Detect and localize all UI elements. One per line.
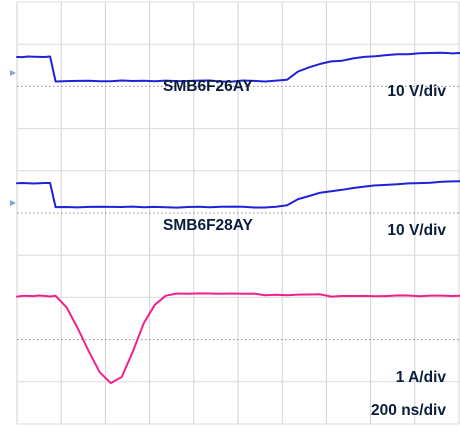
trace-3 (16, 292, 460, 385)
series-label-1: SMB6F26AY (163, 78, 254, 95)
ground-markers (10, 70, 16, 206)
scale-label-2: 10 V/div (387, 222, 446, 239)
scale-label-3: 1 A/div (396, 369, 447, 386)
traces (16, 51, 460, 385)
ground-marker-1 (10, 70, 16, 76)
trace-1 (16, 51, 460, 83)
trace-2 (16, 180, 460, 209)
ground-marker-2 (10, 200, 16, 206)
series-label-2: SMB6F28AY (163, 217, 254, 234)
graticule (16, 1, 460, 425)
scale-label-1: 10 V/div (387, 83, 446, 100)
timebase-label: 200 ns/div (371, 402, 446, 419)
